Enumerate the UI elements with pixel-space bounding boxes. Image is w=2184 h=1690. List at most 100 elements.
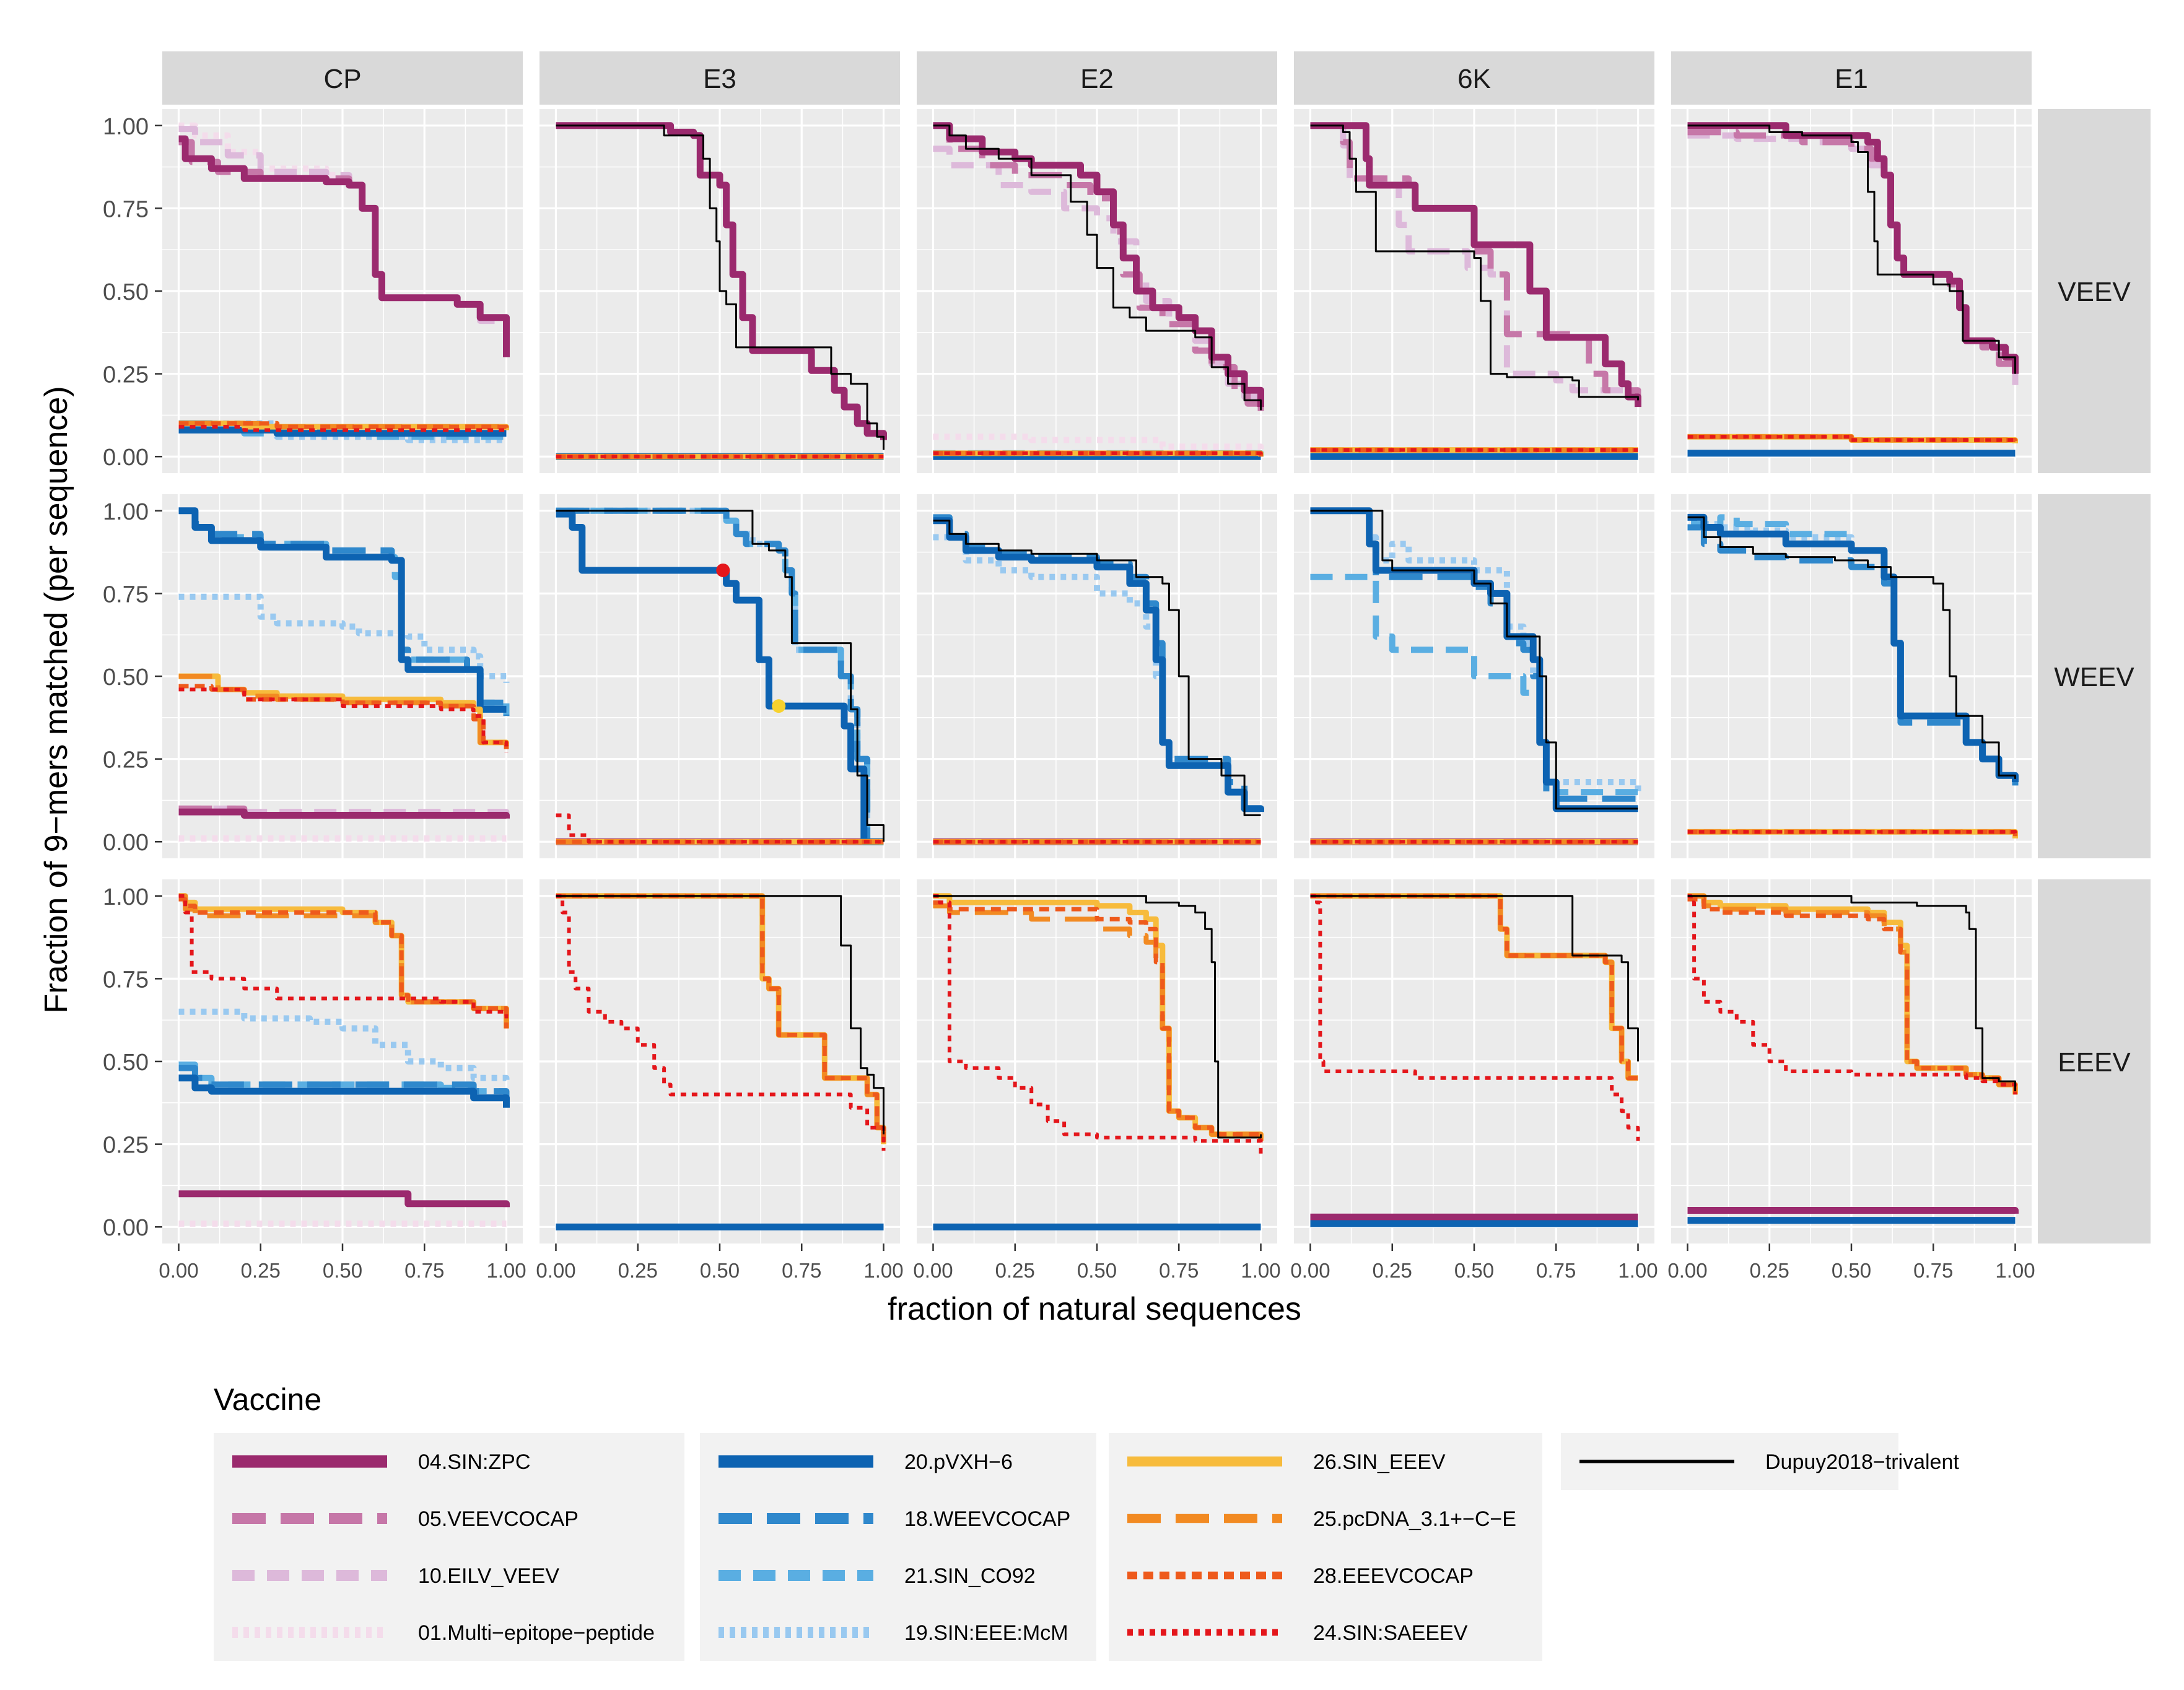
series-group	[1310, 893, 1640, 1227]
legend-label: 25.pcDNA_3.1+−C−E	[1313, 1507, 1516, 1531]
series-line-25	[1687, 893, 2018, 1095]
panels-layer	[162, 109, 2032, 1244]
series-line-28	[933, 900, 1263, 1141]
y-tick-label: 0.75	[103, 581, 149, 608]
legend-label: 01.Multi−epitope−peptide	[418, 1621, 655, 1645]
legend-group-1: 04.SIN:ZPC 05.VEEVCOCAP 10.EILV_VEEV 01.Mul…	[214, 1433, 684, 1661]
gridlines	[162, 879, 523, 1244]
legend-label: 04.SIN:ZPC	[418, 1450, 530, 1474]
series-line-dup	[933, 124, 1262, 411]
legend-item: 05.VEEVCOCAP	[232, 1507, 579, 1531]
series-line-04	[178, 808, 510, 819]
x-tick-label: 1.00	[1241, 1259, 1280, 1282]
series-line-04	[1687, 1207, 2019, 1214]
x-tick-label: 0.00	[536, 1259, 575, 1282]
legend-label: Dupuy2018−trivalent	[1765, 1450, 1959, 1474]
y-tick-label: 0.25	[103, 747, 149, 773]
series-line-dup	[1310, 124, 1639, 401]
strip-label: E3	[703, 64, 736, 94]
legend-group-2: 20.pVXH−6 18.WEEVCOCAP 21.SIN_CO92 19.SIN:E…	[700, 1433, 1096, 1661]
strip-label: VEEV	[2058, 277, 2131, 307]
y-axis-veev: 0.00 0.25 0.50 0.75 1.00	[103, 114, 162, 471]
series-line-04	[1310, 122, 1641, 407]
panel-eeev-cp	[162, 879, 523, 1244]
legend-label: 05.VEEVCOCAP	[418, 1507, 579, 1531]
y-tick-label: 0.50	[103, 1050, 149, 1076]
series-line-28	[1310, 894, 1638, 1081]
series-line-19	[933, 534, 1264, 812]
legend: Vaccine 04.SIN:ZPC 05.VEEVCOCAP 10.EILV_VE…	[214, 1382, 1959, 1661]
panel-weev-cp	[162, 494, 523, 858]
strip-row-weev: WEEV	[2038, 494, 2151, 858]
panel-veev-e1	[1671, 109, 2032, 473]
series-line-24	[1310, 894, 1640, 1141]
legend-title: Vaccine	[214, 1382, 321, 1417]
legend-group-3: 26.SIN_EEEV 25.pcDNA_3.1+−C−E 28.EEEVCOCAP…	[1109, 1433, 1542, 1661]
x-axis-6k: 0.00 0.25 0.50 0.75 1.00	[1290, 1244, 1658, 1282]
legend-item: 25.pcDNA_3.1+−C−E	[1127, 1507, 1516, 1531]
x-tick-label: 0.00	[159, 1259, 198, 1282]
y-tick-label: 0.50	[103, 279, 149, 305]
series-group	[1310, 507, 1641, 845]
series-line-04	[933, 122, 1264, 407]
series-line-25	[1687, 829, 2018, 838]
y-axis-title: Fraction of 9−mers matched (per sequence…	[38, 386, 74, 1013]
series-group	[1310, 122, 1641, 460]
series-line-24	[1687, 894, 2017, 1095]
strip-label: CP	[323, 64, 361, 94]
x-tick-label: 0.25	[1373, 1259, 1412, 1282]
series-group	[556, 893, 886, 1230]
series-line-dup	[1310, 510, 1638, 810]
panel-eeev-6k	[1294, 879, 1654, 1244]
strip-col-cp: CP	[162, 51, 523, 105]
x-tick-label: 0.50	[700, 1259, 740, 1282]
y-tick-label: 1.00	[103, 114, 149, 140]
series-line-20	[933, 517, 1264, 812]
legend-label: 18.WEEVCOCAP	[904, 1507, 1070, 1531]
y-axis-eeev: 0.00 0.25 0.50 0.75 1.00	[103, 884, 162, 1241]
legend-label: 26.SIN_EEEV	[1313, 1450, 1446, 1474]
series-group	[933, 122, 1264, 460]
x-tick-label: 0.00	[913, 1259, 953, 1282]
series-group	[1687, 122, 2019, 457]
strip-col-e1: E1	[1671, 51, 2032, 105]
legend-label: 19.SIN:EEE:McM	[904, 1621, 1068, 1645]
x-tick-label: 1.00	[863, 1259, 903, 1282]
series-line-24	[1687, 830, 2017, 838]
series-line-24	[178, 894, 509, 1019]
legend-item: 18.WEEVCOCAP	[719, 1507, 1070, 1531]
panel-weev-e3	[539, 494, 900, 858]
gridlines	[539, 109, 900, 473]
series-line-04	[178, 135, 510, 357]
annotation-dot	[716, 563, 730, 577]
series-line-28	[556, 894, 886, 1144]
series-line-04	[1687, 122, 2019, 374]
x-tick-label: 0.50	[1454, 1259, 1494, 1282]
series-line-dup	[556, 124, 885, 450]
y-tick-label: 0.25	[103, 362, 149, 388]
legend-item: 10.EILV_VEEV	[232, 1564, 559, 1588]
series-line-20	[556, 510, 884, 845]
series-line-20	[1310, 507, 1638, 812]
series-line-25	[933, 450, 1264, 457]
y-tick-label: 1.00	[103, 884, 149, 910]
panel-weev-e1	[1671, 494, 2032, 858]
series-line-01	[933, 433, 1264, 450]
series-line-24	[933, 894, 1263, 1154]
legend-item: 28.EEEVCOCAP	[1127, 1564, 1474, 1588]
series-line-18	[1687, 524, 2019, 786]
x-axis-title: fraction of natural sequences	[888, 1291, 1301, 1327]
series-line-24	[556, 894, 886, 1151]
series-group	[556, 122, 887, 460]
legend-group-4: Dupuy2018−trivalent	[1561, 1433, 1959, 1490]
series-line-20	[178, 1074, 510, 1108]
series-line-dup	[933, 895, 1262, 1139]
series-line-24	[178, 687, 509, 752]
legend-item: 04.SIN:ZPC	[232, 1450, 530, 1474]
axes-layer: 0.00 0.25 0.50 0.75 1.00 0.00 0.25 0.50 0.75 1.00…	[103, 114, 2035, 1282]
series-line-20	[1687, 513, 2019, 782]
legend-label: 21.SIN_CO92	[904, 1564, 1036, 1588]
series-line-dup	[1687, 124, 2016, 374]
y-tick-label: 0.00	[103, 445, 149, 471]
